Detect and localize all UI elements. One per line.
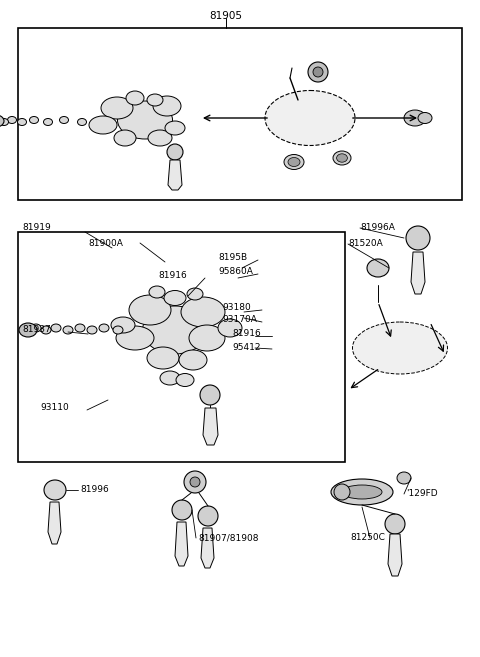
Ellipse shape <box>288 158 300 166</box>
Polygon shape <box>175 522 188 566</box>
Ellipse shape <box>143 306 207 354</box>
Polygon shape <box>388 534 402 576</box>
Ellipse shape <box>164 290 186 306</box>
Ellipse shape <box>331 479 393 505</box>
Ellipse shape <box>126 91 144 105</box>
Ellipse shape <box>111 317 135 333</box>
Bar <box>18 232 345 462</box>
Text: 81905: 81905 <box>209 11 242 21</box>
Ellipse shape <box>179 350 207 370</box>
Ellipse shape <box>31 324 41 332</box>
Text: 81996: 81996 <box>80 486 109 495</box>
Ellipse shape <box>17 118 26 125</box>
Ellipse shape <box>184 471 206 493</box>
Text: 81520A: 81520A <box>348 240 383 248</box>
Ellipse shape <box>218 319 242 337</box>
Polygon shape <box>48 502 61 544</box>
Bar <box>18 28 462 200</box>
Ellipse shape <box>29 116 38 124</box>
Text: 8195B: 8195B <box>218 254 247 263</box>
Ellipse shape <box>41 326 51 334</box>
Ellipse shape <box>200 385 220 405</box>
Ellipse shape <box>404 110 426 126</box>
Ellipse shape <box>75 324 85 332</box>
Ellipse shape <box>190 477 200 487</box>
Ellipse shape <box>176 373 194 386</box>
Ellipse shape <box>0 115 4 127</box>
Ellipse shape <box>77 118 86 125</box>
Ellipse shape <box>113 326 123 334</box>
Ellipse shape <box>187 288 203 300</box>
Ellipse shape <box>148 130 172 146</box>
Ellipse shape <box>0 118 9 125</box>
Ellipse shape <box>167 144 183 160</box>
Text: 81250C: 81250C <box>350 533 385 543</box>
Ellipse shape <box>118 101 172 139</box>
Ellipse shape <box>385 514 405 534</box>
Ellipse shape <box>147 94 163 106</box>
Ellipse shape <box>147 347 179 369</box>
Text: 95412: 95412 <box>232 342 261 351</box>
Ellipse shape <box>313 67 323 77</box>
Ellipse shape <box>149 286 165 298</box>
Ellipse shape <box>284 154 304 170</box>
Polygon shape <box>203 408 218 445</box>
Ellipse shape <box>198 506 218 526</box>
Ellipse shape <box>44 118 52 125</box>
Text: 81937: 81937 <box>22 325 51 334</box>
Ellipse shape <box>8 116 16 124</box>
Ellipse shape <box>60 116 69 124</box>
Ellipse shape <box>189 325 225 351</box>
Polygon shape <box>201 528 214 568</box>
Ellipse shape <box>181 297 225 327</box>
Ellipse shape <box>153 96 181 116</box>
Text: 95860A: 95860A <box>218 267 253 277</box>
Text: 81907/81908: 81907/81908 <box>198 533 259 543</box>
Text: 93180: 93180 <box>222 304 251 313</box>
Ellipse shape <box>172 500 192 520</box>
Ellipse shape <box>44 480 66 500</box>
Ellipse shape <box>19 323 37 337</box>
Text: 93110: 93110 <box>40 403 69 413</box>
Ellipse shape <box>336 154 348 162</box>
Ellipse shape <box>101 97 133 119</box>
Ellipse shape <box>352 322 447 374</box>
Ellipse shape <box>397 472 411 484</box>
Ellipse shape <box>406 226 430 250</box>
Text: 81900A: 81900A <box>88 238 123 248</box>
Ellipse shape <box>165 121 185 135</box>
Text: 81916: 81916 <box>158 271 187 281</box>
Polygon shape <box>411 252 425 294</box>
Text: 81916: 81916 <box>232 330 261 338</box>
Ellipse shape <box>63 326 73 334</box>
Ellipse shape <box>87 326 97 334</box>
Text: 81996A: 81996A <box>360 223 395 233</box>
Text: 81919: 81919 <box>22 223 51 233</box>
Ellipse shape <box>333 151 351 165</box>
Ellipse shape <box>114 130 136 146</box>
Ellipse shape <box>99 324 109 332</box>
Ellipse shape <box>342 485 382 499</box>
Ellipse shape <box>129 295 171 325</box>
Ellipse shape <box>265 91 355 145</box>
Ellipse shape <box>308 62 328 82</box>
Ellipse shape <box>334 484 350 500</box>
Ellipse shape <box>418 112 432 124</box>
Ellipse shape <box>116 326 154 350</box>
Ellipse shape <box>51 324 61 332</box>
Ellipse shape <box>89 116 117 134</box>
Polygon shape <box>168 160 182 190</box>
Ellipse shape <box>160 371 180 385</box>
Text: '129FD: '129FD <box>406 489 438 499</box>
Ellipse shape <box>367 259 389 277</box>
Text: 93170A: 93170A <box>222 315 257 325</box>
